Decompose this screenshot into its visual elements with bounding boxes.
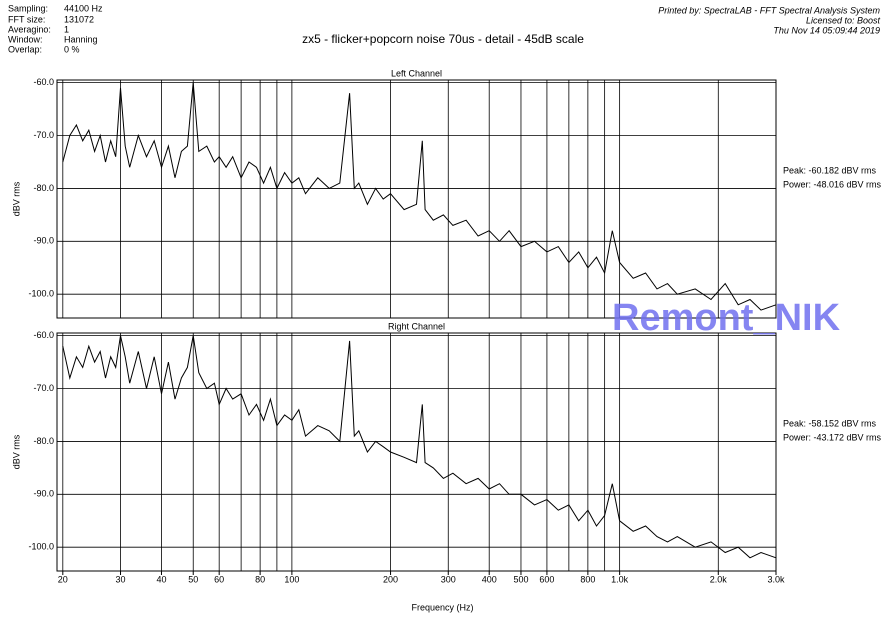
x-axis-label: Frequency (Hz) bbox=[411, 602, 473, 612]
y-tick-label: -100.0 bbox=[28, 289, 54, 299]
annotation: Peak: -60.182 dBV rms bbox=[783, 165, 877, 175]
x-tick-label: 100 bbox=[284, 574, 299, 584]
y-tick-label: -70.0 bbox=[33, 130, 54, 140]
chart-title: Left Channel bbox=[391, 68, 442, 78]
field-value: Hanning bbox=[64, 34, 98, 44]
x-tick-label: 600 bbox=[539, 574, 554, 584]
licensed-to: Licensed to: Boost bbox=[806, 15, 881, 25]
x-tick-label: 800 bbox=[580, 574, 595, 584]
printed-by: Printed by: SpectraLAB - FFT Spectral An… bbox=[658, 5, 880, 15]
print-date: Thu Nov 14 05:09:44 2019 bbox=[773, 25, 880, 35]
field-value: 44100 Hz bbox=[64, 3, 103, 13]
annotation: Power: -48.016 dBV rms bbox=[783, 179, 882, 189]
y-tick-label: -80.0 bbox=[33, 436, 54, 446]
field-name: Averagino: bbox=[8, 24, 51, 34]
x-tick-label: 300 bbox=[441, 574, 456, 584]
x-tick-label: 200 bbox=[383, 574, 398, 584]
field-name: Sampling: bbox=[8, 3, 48, 13]
x-tick-label: 2.0k bbox=[710, 574, 728, 584]
field-value: 1 bbox=[64, 24, 69, 34]
x-tick-label: 20 bbox=[58, 574, 68, 584]
chart-title: Right Channel bbox=[388, 321, 445, 331]
x-tick-label: 30 bbox=[116, 574, 126, 584]
annotation: Power: -43.172 dBV rms bbox=[783, 432, 882, 442]
x-tick-label: 60 bbox=[214, 574, 224, 584]
page-title: zx5 - flicker+popcorn noise 70us - detai… bbox=[302, 32, 584, 46]
y-tick-label: -90.0 bbox=[33, 489, 54, 499]
y-tick-label: -80.0 bbox=[33, 183, 54, 193]
x-tick-label: 50 bbox=[188, 574, 198, 584]
y-tick-label: -100.0 bbox=[28, 542, 54, 552]
field-name: Overlap: bbox=[8, 44, 42, 54]
x-tick-label: 500 bbox=[513, 574, 528, 584]
y-axis-label: dBV rms bbox=[11, 434, 21, 469]
x-tick-label: 3.0k bbox=[767, 574, 785, 584]
field-name: FFT size: bbox=[8, 14, 45, 24]
x-tick-label: 400 bbox=[482, 574, 497, 584]
y-tick-label: -90.0 bbox=[33, 236, 54, 246]
y-tick-label: -60.0 bbox=[33, 77, 54, 87]
annotation: Peak: -58.152 dBV rms bbox=[783, 418, 877, 428]
plot-area bbox=[56, 332, 777, 572]
spectrum-line bbox=[62, 335, 777, 559]
y-tick-label: -70.0 bbox=[33, 383, 54, 393]
x-tick-label: 1.0k bbox=[611, 574, 629, 584]
spectrum-line bbox=[62, 82, 777, 311]
x-tick-label: 80 bbox=[255, 574, 265, 584]
y-axis-label: dBV rms bbox=[11, 181, 21, 216]
y-tick-label: -60.0 bbox=[33, 330, 54, 340]
field-name: Window: bbox=[8, 34, 43, 44]
watermark: Remont_NIK bbox=[612, 297, 841, 339]
field-value: 131072 bbox=[64, 14, 94, 24]
field-value: 0 % bbox=[64, 44, 80, 54]
x-tick-label: 40 bbox=[156, 574, 166, 584]
